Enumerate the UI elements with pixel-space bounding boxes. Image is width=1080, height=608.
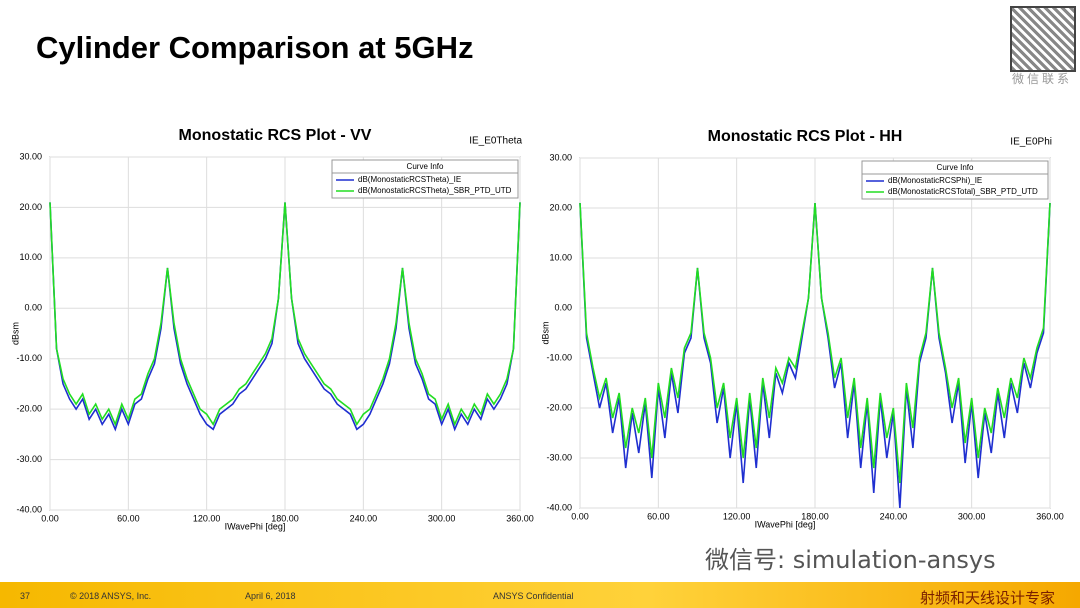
x-axis-label: IWavePhi [deg]: [225, 521, 286, 531]
chart-title: Monostatic RCS Plot - HH: [708, 128, 903, 145]
y-tick-label: 30.00: [549, 152, 572, 162]
y-axis-label: dBsm: [10, 322, 20, 345]
x-tick-label: 300.00: [428, 513, 456, 523]
watermark-slogan: 射频和天线设计专家: [920, 589, 1056, 607]
slide-title: Cylinder Comparison at 5GHz: [36, 30, 474, 65]
legend-label: dB(MonostaticRCSTotal)_SBR_PTD_UTD: [888, 187, 1038, 196]
confidential: ANSYS Confidential: [493, 591, 574, 601]
x-tick-label: 0.00: [571, 511, 589, 521]
y-tick-label: -10.00: [16, 353, 42, 363]
chart-title: Monostatic RCS Plot - VV: [179, 127, 372, 144]
x-tick-label: 240.00: [350, 513, 378, 523]
x-tick-label: 360.00: [1036, 511, 1064, 521]
y-tick-label: -30.00: [546, 452, 572, 462]
y-tick-label: -20.00: [546, 402, 572, 412]
legend-title: Curve Info: [407, 162, 444, 171]
y-tick-label: -10.00: [546, 352, 572, 362]
corner-label: IE_E0Phi: [1010, 137, 1052, 148]
legend-box: [861, 160, 1049, 200]
y-tick-label: -40.00: [16, 504, 42, 514]
footer: 37 © 2018 ANSYS, Inc. April 6, 2018 ANSY…: [0, 582, 1080, 608]
y-axis-label: dBsm: [540, 321, 550, 344]
legend-label: dB(MonostaticRCSTheta)_IE: [358, 175, 461, 184]
y-tick-label: 20.00: [19, 202, 42, 212]
legend-label: dB(MonostaticRCSPhi)_IE: [888, 176, 982, 185]
copyright: © 2018 ANSYS, Inc.: [70, 591, 152, 601]
qr-code: [1010, 6, 1076, 72]
x-tick-label: 60.00: [647, 511, 670, 521]
y-tick-label: -40.00: [546, 502, 572, 512]
y-tick-label: -20.00: [16, 404, 42, 414]
x-tick-label: 180.00: [271, 513, 299, 523]
x-tick-label: 240.00: [880, 511, 908, 521]
page-number: 37: [20, 591, 31, 601]
y-tick-label: 10.00: [19, 252, 42, 262]
y-tick-label: 0.00: [24, 303, 42, 313]
y-tick-label: 10.00: [549, 252, 572, 262]
corner-label: IE_E0Theta: [469, 136, 522, 147]
x-axis-label: IWavePhi [deg]: [755, 519, 816, 529]
x-tick-label: 120.00: [723, 511, 751, 521]
x-tick-label: 180.00: [801, 511, 829, 521]
series-line: [579, 202, 1051, 484]
y-tick-label: -30.00: [16, 454, 42, 464]
charts: Monostatic RCS Plot - VV IE_E0Theta 30.00 2…: [10, 127, 1064, 531]
date: April 6, 2018: [245, 591, 296, 601]
legend-title: Curve Info: [937, 163, 974, 172]
x-tick-label: 120.00: [193, 513, 221, 523]
x-tick-label: 60.00: [117, 513, 140, 523]
y-tick-label: 0.00: [554, 302, 572, 312]
x-tick-label: 360.00: [506, 513, 534, 523]
watermark-contact: 微信联系: [1012, 72, 1073, 86]
x-tick-label: 0.00: [41, 513, 59, 523]
y-tick-label: 20.00: [549, 202, 572, 212]
watermark-wechat: 微信号: simulation-ansys: [705, 546, 996, 574]
series-line: [49, 202, 521, 427]
x-tick-label: 300.00: [958, 511, 986, 521]
legend-label: dB(MonostaticRCSTheta)_SBR_PTD_UTD: [358, 186, 512, 195]
y-tick-label: 30.00: [19, 151, 42, 161]
legend-box: [331, 159, 519, 199]
